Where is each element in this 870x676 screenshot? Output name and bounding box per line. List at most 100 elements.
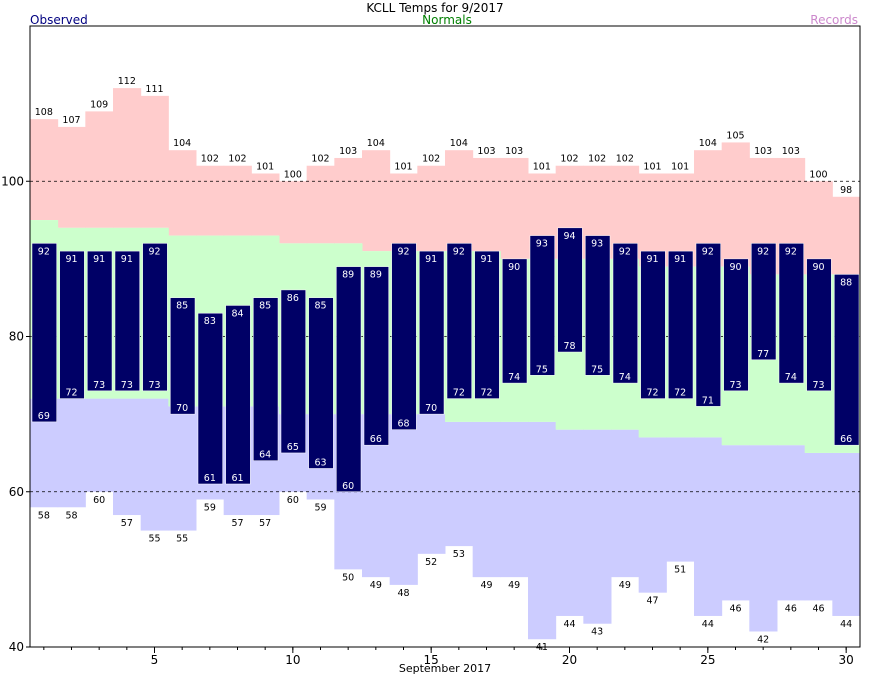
- observed-high-label: 90: [729, 262, 741, 273]
- record-high-label: 104: [367, 138, 385, 149]
- record-high-band: [445, 150, 474, 252]
- record-high-band: [223, 165, 252, 236]
- observed-high-label: 91: [480, 254, 492, 265]
- record-low-label: 55: [148, 534, 160, 545]
- observed-bar: [695, 243, 721, 407]
- observed-low-label: 73: [812, 380, 824, 391]
- record-low-label: 50: [342, 572, 354, 583]
- observed-high-label: 92: [785, 246, 797, 257]
- record-high-label: 104: [450, 138, 468, 149]
- record-low-band: [721, 445, 750, 601]
- record-high-label: 102: [201, 154, 219, 165]
- record-low-label: 44: [563, 619, 575, 630]
- plot-area: 108 58 92 69 107 58 91 72 109 60 91 73 112 57 91 73 111 5…: [1, 25, 861, 667]
- observed-low-label: 72: [453, 388, 465, 399]
- record-low-label: 49: [480, 580, 492, 591]
- record-high-label: 98: [840, 185, 852, 196]
- record-high-band: [472, 157, 501, 252]
- observed-low-label: 68: [397, 419, 409, 430]
- record-high-label: 107: [62, 115, 80, 126]
- observed-bar: [640, 250, 666, 399]
- observed-high-label: 93: [536, 239, 548, 250]
- observed-low-label: 73: [121, 380, 133, 391]
- record-low-label: 59: [314, 503, 326, 514]
- record-high-band: [196, 165, 225, 236]
- observed-bar: [806, 258, 832, 392]
- observed-bar: [419, 250, 445, 415]
- record-low-band: [113, 398, 142, 516]
- observed-high-label: 94: [563, 231, 575, 242]
- observed-bar: [280, 289, 306, 454]
- observed-low-label: 72: [646, 388, 658, 399]
- record-low-label: 42: [757, 634, 769, 645]
- record-low-label: 44: [702, 619, 714, 630]
- record-high-label: 103: [754, 146, 772, 157]
- record-low-label: 46: [785, 603, 797, 614]
- record-high-band: [306, 165, 335, 244]
- record-low-label: 57: [121, 518, 133, 529]
- record-high-band: [113, 88, 142, 228]
- observed-bar: [778, 243, 804, 384]
- record-high-band: [417, 165, 446, 252]
- record-high-label: 103: [477, 146, 495, 157]
- record-low-band: [445, 421, 474, 547]
- record-low-label: 48: [397, 588, 409, 599]
- record-high-label: 112: [118, 76, 136, 87]
- observed-bar: [225, 305, 251, 485]
- record-low-band: [472, 421, 501, 578]
- observed-bar: [197, 312, 223, 485]
- record-low-band: [389, 414, 418, 585]
- record-high-band: [168, 150, 197, 236]
- record-low-label: 47: [646, 596, 658, 607]
- record-high-label: 111: [145, 84, 163, 95]
- y-tick-label: 100: [1, 174, 24, 188]
- record-high-label: 102: [228, 154, 246, 165]
- record-low-band: [500, 421, 529, 578]
- x-tick-label: 20: [562, 653, 577, 667]
- record-low-label: 44: [840, 619, 852, 630]
- record-high-label: 103: [339, 146, 357, 157]
- observed-low-label: 74: [508, 372, 520, 383]
- record-high-label: 102: [588, 154, 606, 165]
- observed-low-label: 77: [757, 349, 769, 360]
- observed-bar: [751, 243, 777, 361]
- observed-low-label: 64: [259, 450, 271, 461]
- observed-bar: [142, 243, 168, 392]
- x-tick-label: 25: [700, 653, 715, 667]
- record-low-band: [611, 429, 640, 578]
- record-high-label: 102: [616, 154, 634, 165]
- record-high-band: [140, 95, 169, 228]
- observed-bar: [529, 235, 555, 376]
- record-low-label: 58: [65, 510, 77, 521]
- record-high-band: [57, 126, 86, 228]
- record-low-label: 43: [591, 627, 603, 638]
- observed-bar: [253, 297, 279, 461]
- record-low-label: 57: [231, 518, 243, 529]
- observed-low-label: 63: [314, 457, 326, 468]
- observed-bar: [446, 243, 472, 399]
- record-high-label: 104: [173, 138, 191, 149]
- observed-bar: [834, 274, 860, 446]
- observed-low-label: 72: [674, 388, 686, 399]
- record-low-label: 49: [508, 580, 520, 591]
- observed-high-label: 85: [176, 301, 188, 312]
- record-low-band: [417, 414, 446, 554]
- record-low-band: [638, 437, 667, 593]
- observed-high-label: 92: [619, 246, 631, 257]
- observed-bar: [59, 250, 85, 399]
- observed-low-label: 75: [591, 364, 603, 375]
- observed-low-label: 73: [93, 380, 105, 391]
- record-low-label: 58: [38, 510, 50, 521]
- record-high-label: 100: [284, 169, 302, 180]
- observed-low-label: 74: [785, 372, 797, 383]
- observed-high-label: 83: [204, 316, 216, 327]
- observed-high-label: 93: [591, 239, 603, 250]
- observed-low-label: 69: [38, 411, 50, 422]
- observed-high-label: 92: [757, 246, 769, 257]
- observed-low-label: 78: [563, 341, 575, 352]
- record-low-band: [694, 437, 723, 616]
- record-low-band: [804, 452, 833, 601]
- observed-high-label: 90: [508, 262, 520, 273]
- record-high-band: [500, 157, 529, 259]
- observed-high-label: 90: [812, 262, 824, 273]
